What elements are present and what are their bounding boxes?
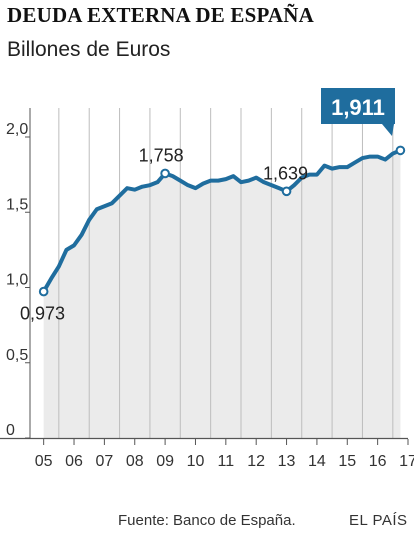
- y-tick-label: 0,5: [6, 347, 28, 364]
- x-tick-label: 09: [156, 453, 174, 470]
- x-tick-label: 10: [187, 453, 205, 470]
- x-tick-label: 17: [399, 453, 414, 470]
- x-tick-label: 07: [95, 453, 113, 470]
- point-label: 1,639: [263, 163, 308, 183]
- x-tick-label: 11: [218, 453, 235, 470]
- x-tick-label: 05: [35, 453, 53, 470]
- last-point-marker: [395, 145, 406, 156]
- callout-label: 1,911: [331, 95, 385, 120]
- vertical-grid: [58, 108, 394, 438]
- callout-pointer: [382, 124, 394, 136]
- point-marker: [38, 286, 49, 297]
- x-tick-label: 15: [338, 453, 356, 470]
- x-tick-label: 14: [308, 453, 326, 470]
- y-tick-label: 1,5: [6, 196, 28, 213]
- x-tick-label: 08: [126, 453, 144, 470]
- x-tick-label: 06: [65, 453, 83, 470]
- x-tick-label: 13: [278, 453, 296, 470]
- point-marker: [281, 186, 292, 197]
- y-tick-label: 1,0: [6, 272, 28, 289]
- area-fill: [43, 150, 401, 438]
- y-tick-label: 0: [6, 422, 15, 439]
- x-tick-label: 16: [369, 453, 387, 470]
- series-line: [41, 148, 403, 294]
- source-note: Fuente: Banco de España.: [118, 512, 296, 529]
- publisher-brand: EL PAÍS: [349, 512, 408, 529]
- chart-title: DEUDA EXTERNA DE ESPAÑA: [7, 3, 315, 27]
- callout-box: [321, 88, 395, 124]
- point-marker: [160, 168, 170, 179]
- x-tick-label: 12: [247, 453, 265, 470]
- chart-subtitle: Billones de Euros: [7, 38, 171, 61]
- y-tick-label: 2,0: [6, 121, 28, 138]
- point-label: 1,758: [139, 145, 184, 165]
- point-label: 0,973: [20, 304, 65, 324]
